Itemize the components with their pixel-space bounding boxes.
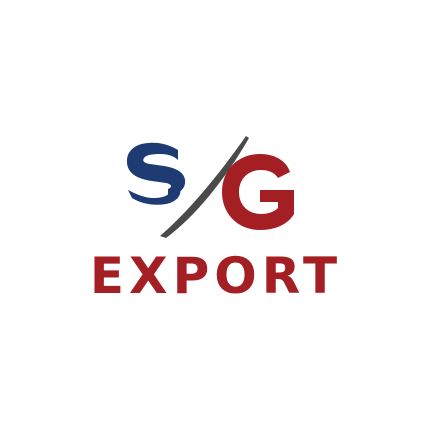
s-letter-bottom: [128, 188, 181, 205]
g-letter-red: [222, 154, 294, 230]
monogram-text: SG: [0, 0, 1, 1]
sg-monogram: [126, 136, 294, 238]
s-letter-top: [126, 142, 186, 196]
slash-swoosh: [160, 136, 249, 238]
export-wordmark: EXPORT: [89, 247, 343, 305]
